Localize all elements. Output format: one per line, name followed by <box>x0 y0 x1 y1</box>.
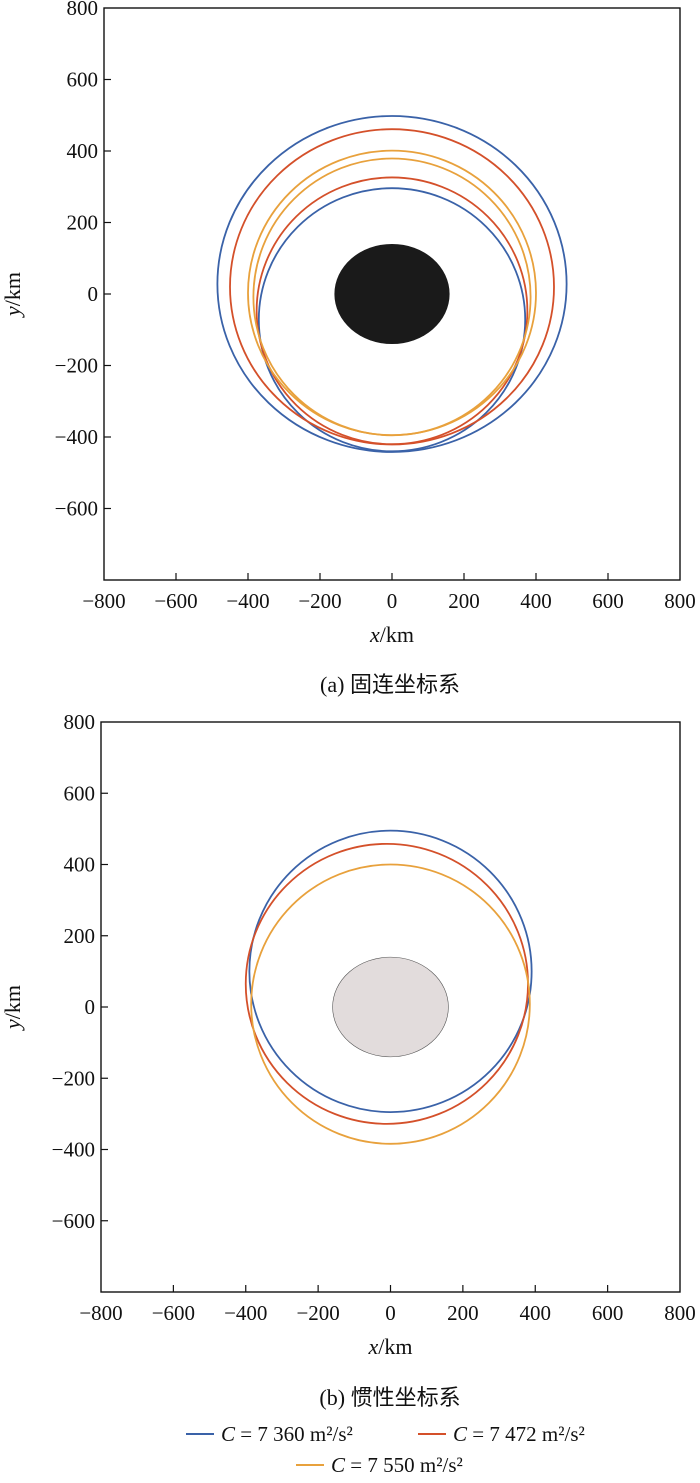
legend-entry: C = 7 472 m²/s² <box>453 1422 585 1446</box>
y-tick-label: 0 <box>85 995 96 1019</box>
y-tick-label: 800 <box>67 0 99 20</box>
y-tick-label: −400 <box>55 425 98 449</box>
x-axis-label: x/km <box>369 622 414 647</box>
x-tick-label: 0 <box>385 1301 396 1325</box>
x-tick-label: 800 <box>664 1301 696 1325</box>
y-tick-label: −200 <box>52 1066 95 1090</box>
x-tick-label: −200 <box>298 589 341 613</box>
y-tick-label: −400 <box>52 1138 95 1162</box>
x-tick-label: 0 <box>387 589 398 613</box>
y-tick-label: 600 <box>64 781 96 805</box>
x-tick-label: 200 <box>448 589 480 613</box>
orbit-series-3-curve-1 <box>250 863 531 1145</box>
y-tick-label: −200 <box>55 354 98 378</box>
x-tick-label: −400 <box>224 1301 267 1325</box>
x-tick-label: 600 <box>592 589 624 613</box>
plot-area <box>216 115 568 453</box>
y-tick-label: −600 <box>52 1209 95 1233</box>
x-tick-label: −200 <box>296 1301 339 1325</box>
x-tick-label: −400 <box>226 589 269 613</box>
x-tick-label: 400 <box>520 589 552 613</box>
legend: C = 7 360 m²/s² C = 7 472 m²/s² C = 7 550 … <box>186 1422 585 1477</box>
y-tick-label: 800 <box>64 710 96 734</box>
orbit-series-1-curve-1 <box>248 829 533 1113</box>
y-axis-label: y/km <box>0 985 25 1031</box>
y-tick-label: 200 <box>67 211 99 235</box>
orbit-series-2-curve-2 <box>255 176 529 446</box>
y-axis-label: y/km <box>0 272 25 318</box>
orbit-series-3-curve-2 <box>252 157 532 437</box>
x-tick-label: 400 <box>520 1301 552 1325</box>
x-tick-label: 800 <box>664 589 696 613</box>
x-tick-label: −600 <box>152 1301 195 1325</box>
y-tick-label: 400 <box>67 139 99 163</box>
legend-entry: C = 7 360 m²/s² <box>221 1422 353 1446</box>
x-tick-label: 200 <box>447 1301 479 1325</box>
y-tick-label: 200 <box>64 924 96 948</box>
plot-area <box>244 829 533 1145</box>
y-tick-label: 600 <box>67 68 99 92</box>
panel-caption: (b) 惯性坐标系 <box>319 1385 460 1410</box>
x-tick-label: −800 <box>82 589 125 613</box>
y-tick-label: 400 <box>64 853 96 877</box>
panel-caption: (a) 固连坐标系 <box>320 672 460 697</box>
panel-b: −800 −600 −400 −200 0 200 400 600 800 800 600 400 20… <box>0 710 696 1410</box>
x-axis-label: x/km <box>368 1334 413 1359</box>
panel-a: −800 −600 −400 −200 0 200 400 600 800 800 600 400 20… <box>0 0 696 697</box>
central-body <box>334 243 450 345</box>
y-tick-label: 0 <box>88 282 99 306</box>
y-tick-label: −600 <box>55 497 98 521</box>
orbit-series-1-curve-2 <box>257 187 527 453</box>
x-tick-label: −800 <box>79 1301 122 1325</box>
x-tick-label: 600 <box>592 1301 624 1325</box>
x-tick-label: −600 <box>154 589 197 613</box>
legend-entry: C = 7 550 m²/s² <box>331 1453 463 1477</box>
central-body <box>332 956 449 1058</box>
